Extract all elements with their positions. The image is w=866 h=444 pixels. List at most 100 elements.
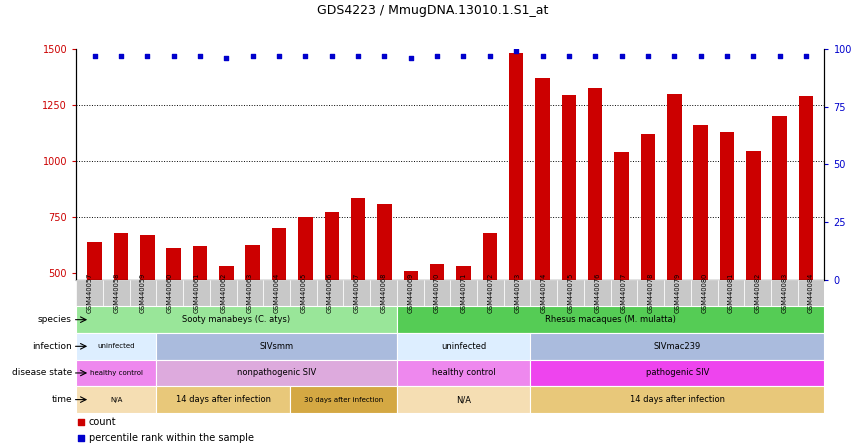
Bar	[113, 233, 128, 385]
Bar	[557, 280, 584, 306]
Text: disease state: disease state	[11, 369, 72, 377]
Bar	[157, 386, 290, 413]
Bar	[456, 266, 471, 385]
Bar	[76, 333, 157, 360]
Bar	[317, 280, 344, 306]
Text: GSM440077: GSM440077	[621, 273, 627, 313]
Text: count: count	[88, 417, 116, 427]
Bar	[183, 280, 210, 306]
Bar	[76, 386, 157, 413]
Text: pathogenic SIV: pathogenic SIV	[646, 369, 709, 377]
Point	[456, 52, 470, 59]
Text: Rhesus macaques (M. mulatta): Rhesus macaques (M. mulatta)	[546, 315, 676, 324]
Bar	[397, 306, 824, 333]
Point	[272, 52, 286, 59]
Text: GSM440074: GSM440074	[541, 273, 546, 313]
Text: GSM440061: GSM440061	[193, 273, 199, 313]
Bar	[667, 94, 682, 385]
Bar	[531, 333, 824, 360]
Bar	[664, 280, 691, 306]
Bar	[290, 280, 317, 306]
Point	[193, 52, 207, 59]
Bar	[397, 386, 531, 413]
Bar	[562, 95, 576, 385]
Text: GSM440073: GSM440073	[514, 273, 520, 313]
Text: GSM440079: GSM440079	[675, 273, 681, 313]
Bar	[157, 360, 397, 386]
Point	[378, 52, 391, 59]
Text: nonpathogenic SIV: nonpathogenic SIV	[237, 369, 316, 377]
Bar	[450, 280, 477, 306]
Bar	[637, 280, 664, 306]
Bar	[535, 78, 550, 385]
Point	[74, 434, 87, 441]
Bar	[344, 280, 370, 306]
Bar	[210, 280, 236, 306]
Text: GSM440065: GSM440065	[301, 273, 307, 313]
Text: GSM440057: GSM440057	[87, 273, 93, 313]
Bar	[76, 306, 397, 333]
Bar	[509, 53, 523, 385]
Bar	[531, 360, 824, 386]
Point	[720, 52, 734, 59]
Point	[615, 52, 629, 59]
Point	[352, 52, 365, 59]
Text: GSM440068: GSM440068	[380, 273, 386, 313]
Text: SIVmac239: SIVmac239	[654, 342, 701, 351]
Bar	[720, 132, 734, 385]
Point	[483, 52, 497, 59]
Bar	[482, 233, 497, 385]
Bar	[87, 242, 102, 385]
Bar	[351, 198, 365, 385]
Bar	[430, 264, 444, 385]
Bar	[423, 280, 450, 306]
Point	[404, 55, 417, 62]
Bar	[588, 88, 603, 385]
Text: GSM440071: GSM440071	[461, 273, 467, 313]
Bar	[397, 280, 423, 306]
Point	[562, 52, 576, 59]
Bar	[504, 280, 531, 306]
Bar	[219, 266, 234, 385]
Point	[87, 52, 101, 59]
Point	[772, 52, 786, 59]
Bar	[611, 280, 637, 306]
Text: Sooty manabeys (C. atys): Sooty manabeys (C. atys)	[183, 315, 291, 324]
Text: GSM440080: GSM440080	[701, 273, 708, 313]
Bar	[397, 360, 531, 386]
Text: GSM440070: GSM440070	[434, 273, 440, 313]
Point	[694, 52, 708, 59]
Point	[509, 48, 523, 55]
Bar	[157, 333, 397, 360]
Bar	[76, 360, 157, 386]
Point	[668, 52, 682, 59]
Bar	[641, 134, 656, 385]
Text: 30 days after infection: 30 days after infection	[304, 396, 383, 403]
Bar	[798, 280, 824, 306]
Text: GSM440078: GSM440078	[648, 273, 654, 313]
Bar	[694, 125, 708, 385]
Bar	[746, 151, 760, 385]
Text: GSM440083: GSM440083	[781, 273, 787, 313]
Text: SIVsmm: SIVsmm	[260, 342, 294, 351]
Point	[246, 52, 260, 59]
Text: N/A: N/A	[110, 396, 122, 403]
Bar	[236, 280, 263, 306]
Point	[299, 52, 313, 59]
Text: percentile rank within the sample: percentile rank within the sample	[88, 433, 254, 443]
Text: N/A: N/A	[456, 395, 471, 404]
Bar	[166, 248, 181, 385]
Bar	[531, 280, 557, 306]
Point	[799, 52, 813, 59]
Text: infection: infection	[32, 342, 72, 351]
Bar	[798, 96, 813, 385]
Bar	[245, 245, 260, 385]
Bar	[404, 271, 418, 385]
Text: GSM440084: GSM440084	[808, 273, 814, 313]
Text: GSM440075: GSM440075	[567, 273, 573, 313]
Text: GSM440064: GSM440064	[274, 273, 280, 313]
Text: healthy control: healthy control	[90, 370, 143, 376]
Bar	[744, 280, 771, 306]
Bar	[325, 213, 339, 385]
Text: GSM440067: GSM440067	[354, 273, 359, 313]
